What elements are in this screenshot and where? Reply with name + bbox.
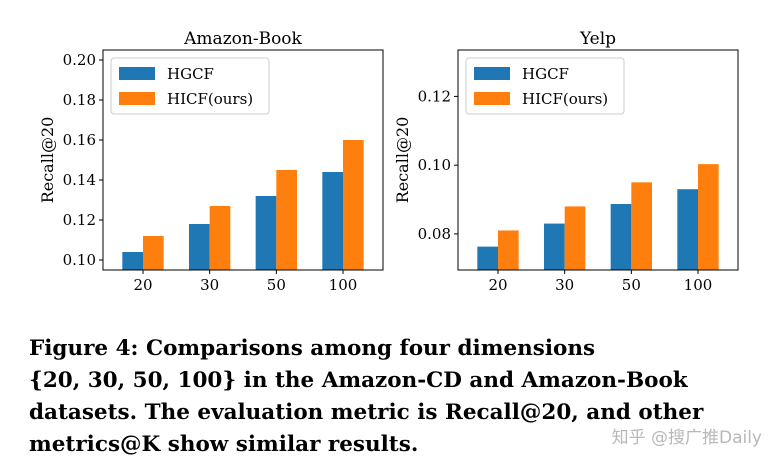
bar-hicf-100 [698,164,719,270]
caption-line-4: metrics@K show similar results. [29,432,419,457]
bar-hicf-30 [564,206,586,270]
y-axis-label: Recall@20 [38,117,57,204]
x-tick-label: 20 [488,276,507,294]
legend-label-hicf: HICF(ours) [522,90,608,108]
y-tick-label: 0.10 [418,156,451,174]
x-tick-label: 30 [200,276,219,294]
legend-label-hgcf: HGCF [167,65,214,83]
legend-swatch-hgcf [119,67,155,80]
y-tick-label: 0.14 [63,171,96,189]
bar-hgcf-30 [544,223,565,270]
x-tick-label: 100 [329,276,358,294]
caption-line-3: datasets. The evaluation metric is Recal… [29,400,704,425]
watermark: 知乎 @搜广推Daily [611,428,762,448]
y-tick-label: 0.16 [63,131,96,149]
y-axis-label: Recall@20 [393,117,412,204]
x-tick-label: 50 [267,276,286,294]
bar-hgcf-50 [255,196,277,270]
legend-label-hicf: HICF(ours) [167,90,253,108]
y-tick-label: 0.12 [63,211,96,229]
x-tick-label: 50 [622,276,641,294]
legend-swatch-hicf [474,92,510,105]
y-tick-label: 0.20 [63,51,96,69]
legend-swatch-hgcf [474,67,510,80]
bar-hicf-50 [631,182,652,270]
bar-hgcf-30 [189,224,210,270]
bar-hicf-30 [209,206,231,270]
legend-label-hgcf: HGCF [522,65,569,83]
chart-amazon-book: 0.10 0.12 0.14 0.16 0.18 0.20 20 30 50 100 Amazon-… [38,29,384,294]
y-tick-label: 0.08 [418,225,451,243]
plot-frame [457,49,739,271]
x-tick-label: 30 [555,276,574,294]
bar-hgcf-20 [122,252,143,270]
bar-hgcf-50 [610,204,632,270]
bar-hicf-20 [498,230,519,270]
x-tick-label: 20 [133,276,152,294]
plot-frame [102,49,384,271]
y-tick-label: 0.10 [63,251,96,269]
figure-charts: 0.10 0.12 0.14 0.16 0.18 0.20 20 30 50 100 Amazon-… [38,29,739,294]
figure-caption: Figure 4: Comparisons among four dimensi… [29,333,749,461]
chart-yelp: 0.08 0.10 0.12 20 30 50 100 Yelp Recall@20 HGCF HI… [393,29,739,294]
chart-title: Yelp [579,29,616,49]
y-tick-label: 0.12 [418,87,451,105]
bar-hicf-20 [143,236,164,270]
bar-hgcf-100 [677,189,698,270]
chart-title: Amazon-Book [183,29,302,49]
caption-line-2: {20, 30, 50, 100} in the Amazon-CD and A… [29,368,688,393]
bar-hicf-50 [276,170,297,270]
y-tick-label: 0.18 [63,91,96,109]
caption-line-1: Figure 4: Comparisons among four dimensi… [29,336,596,361]
x-tick-label: 100 [684,276,713,294]
legend-swatch-hicf [119,92,155,105]
bar-hgcf-100 [322,172,343,270]
bar-hgcf-20 [477,246,498,271]
bar-hicf-100 [343,140,364,270]
